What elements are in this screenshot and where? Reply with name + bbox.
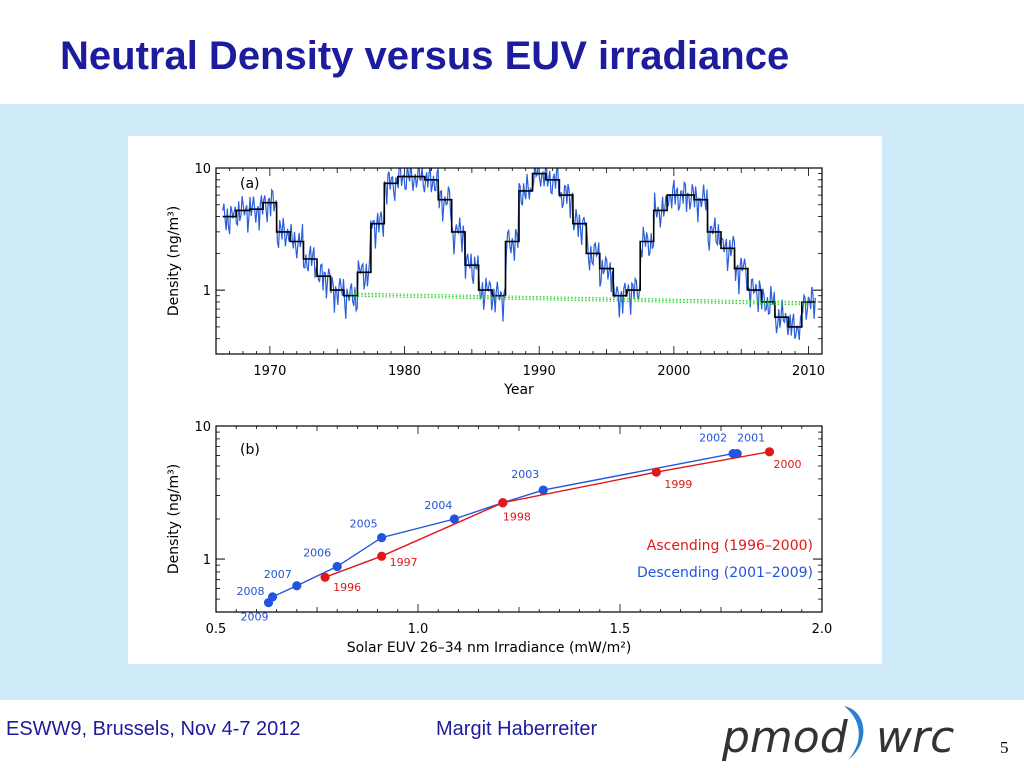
panel-b-y-tick-label: 10 xyxy=(194,420,211,435)
pmod-wrc-logo: pmod wrc xyxy=(721,706,954,763)
footer-author: Margit Haberreiter xyxy=(436,718,598,740)
panel-a-frame xyxy=(215,167,823,355)
panel-b-xlabel: Solar EUV 26–34 nm Irradiance (mW/m²) xyxy=(347,640,632,656)
descending-label-2009: 2009 xyxy=(241,611,269,624)
ascending-point-1997 xyxy=(377,551,387,561)
panel-a-x-tick-label: 1980 xyxy=(388,364,421,379)
panel-a-trend-line xyxy=(350,292,809,303)
panel-a-annual-step-line xyxy=(222,172,816,328)
panel-a-x-tick-label: 2000 xyxy=(657,364,690,379)
descending-point-2003 xyxy=(538,485,548,495)
panel-b-y-tick-label: 1 xyxy=(203,553,211,568)
panel-b-frame xyxy=(215,425,823,613)
legend-ascending: Ascending (1996–2000) xyxy=(647,538,813,554)
panel-a-density-vs-year: 1 10 1970 1980 1990 2000 2010 (a) Year Density (n… xyxy=(166,162,825,398)
descending-label-2001: 2001 xyxy=(737,432,765,445)
panel-a-trend-line xyxy=(350,294,809,304)
descending-label-2003: 2003 xyxy=(511,468,539,481)
panel-b-x-tick-label: 1.0 xyxy=(408,622,429,637)
ascending-point-1999 xyxy=(651,467,661,477)
panel-a-y-tick-label: 1 xyxy=(203,284,211,299)
descending-point-2006 xyxy=(332,561,342,572)
ascending-label-1996: 1996 xyxy=(333,581,361,594)
logo-text-wrc: wrc xyxy=(876,712,954,763)
panel-b-x-tick-label: 1.5 xyxy=(610,622,631,637)
figure-panel: 1 10 1970 1980 1990 2000 2010 (a) Year Density (n… xyxy=(128,136,882,664)
logo-swoosh xyxy=(844,706,864,760)
panel-a-x-tick-label: 1970 xyxy=(253,364,286,379)
ascending-point-1996 xyxy=(320,572,330,582)
panel-b-x-tick-label: 0.5 xyxy=(206,622,227,637)
panel-b-density-vs-euv: 1 10 0.5 1.0 1.5 2.0 2009 2008 2007 2006 2005 2004 2… xyxy=(166,420,832,656)
panel-b-ylabel: Density (ng/m³) xyxy=(166,464,182,574)
descending-point-2001 xyxy=(732,449,742,459)
panel-b-x-tick-label: 2.0 xyxy=(812,622,833,637)
panel-a-x-tick-label: 2010 xyxy=(792,364,825,379)
descending-label-2006: 2006 xyxy=(303,546,331,559)
descending-label-2004: 2004 xyxy=(424,499,452,512)
panel-b-label: (b) xyxy=(240,442,260,458)
descending-label-2007: 2007 xyxy=(264,568,292,581)
panel-a-ylabel: Density (ng/m³) xyxy=(166,206,182,316)
descending-line xyxy=(267,452,738,604)
ascending-label-2000: 2000 xyxy=(773,458,801,471)
descending-label-2005: 2005 xyxy=(350,518,378,531)
descending-label-2008: 2008 xyxy=(237,585,265,598)
page-number: 5 xyxy=(1000,738,1009,757)
panel-a-y-tick-label: 10 xyxy=(194,162,211,177)
ascending-label-1998: 1998 xyxy=(503,511,531,524)
logo-text-pmod: pmod xyxy=(721,712,849,763)
panel-a-x-tick-label: 1990 xyxy=(523,364,556,379)
footer-event: ESWW9, Brussels, Nov 4-7 2012 xyxy=(6,718,301,740)
descending-point-2007 xyxy=(292,581,302,591)
descending-point-2004 xyxy=(449,514,459,524)
panel-a-trend-line xyxy=(350,295,809,306)
legend-descending: Descending (2001–2009) xyxy=(637,565,813,581)
ascending-point-2000 xyxy=(764,447,775,457)
ascending-label-1999: 1999 xyxy=(664,478,692,491)
descending-point-2008 xyxy=(267,592,278,602)
panel-a-xlabel: Year xyxy=(503,382,534,398)
ascending-label-1997: 1997 xyxy=(390,556,418,569)
descending-label-2002: 2002 xyxy=(699,432,727,445)
ascending-point-1998 xyxy=(498,498,508,508)
density-figure: 1 10 1970 1980 1990 2000 2010 (a) Year Density (n… xyxy=(166,162,832,656)
descending-point-2005 xyxy=(377,532,387,543)
panel-a-label: (a) xyxy=(240,176,260,192)
panel-a-monthly-density-line xyxy=(222,168,816,340)
slide-title: Neutral Density versus EUV irradiance xyxy=(60,34,790,78)
